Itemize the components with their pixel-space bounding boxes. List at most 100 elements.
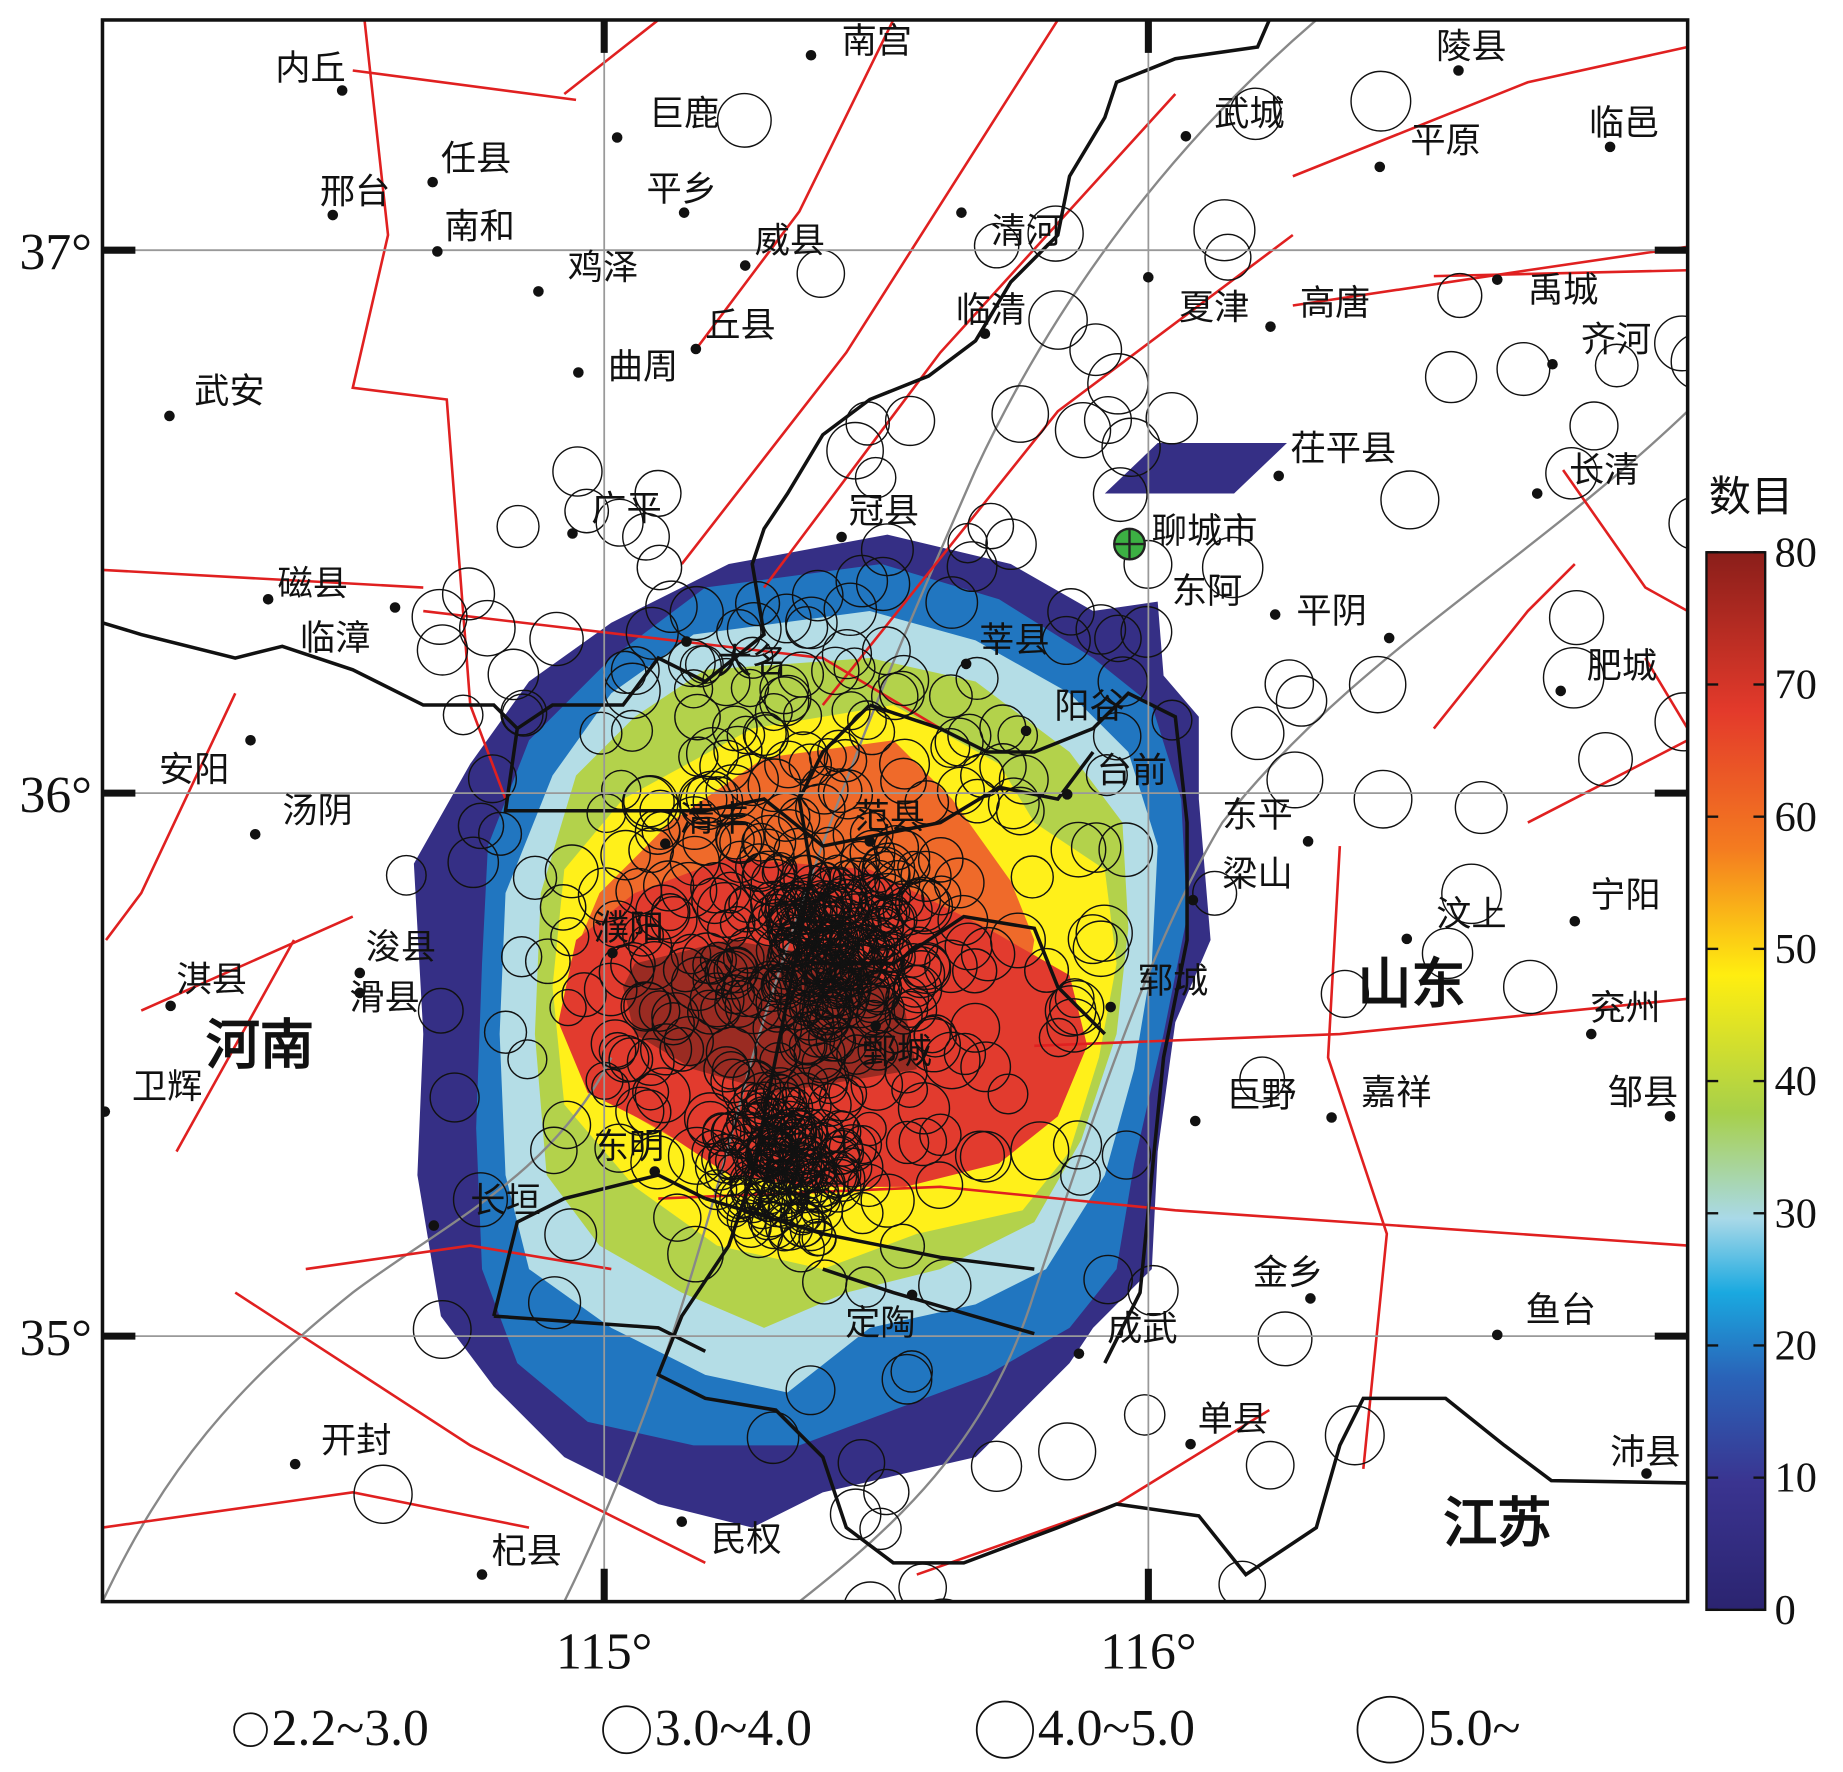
quake (970, 1440, 1023, 1492)
city-label: 沛县 (1610, 1433, 1681, 1472)
quake (719, 905, 756, 942)
city-label: 开封 (321, 1421, 392, 1460)
quake (452, 1172, 509, 1228)
quake (530, 1126, 578, 1175)
city-dot (864, 836, 876, 847)
city-dot (476, 1569, 488, 1580)
quake (784, 1199, 820, 1236)
quake (946, 541, 998, 593)
quake (844, 1581, 897, 1602)
quake (891, 1071, 929, 1109)
city-label: 肥城 (1587, 647, 1658, 686)
city-label: 茌平县 (1290, 430, 1396, 469)
city-dot (249, 829, 261, 840)
quake (814, 1165, 862, 1213)
quake (496, 504, 540, 549)
quake (699, 941, 738, 979)
city-label: 威县 (755, 222, 826, 261)
quake (544, 844, 599, 899)
quake (1070, 822, 1122, 873)
quake (807, 1056, 850, 1099)
quake (1668, 497, 1688, 549)
quake (1218, 1560, 1267, 1602)
quake (815, 950, 865, 1000)
quake (1594, 343, 1639, 388)
quake (733, 1208, 784, 1259)
quake (663, 1015, 714, 1067)
quake (1075, 604, 1127, 655)
quake (539, 884, 587, 931)
quake (1038, 1017, 1079, 1058)
quake (879, 1223, 926, 1269)
quake (1654, 692, 1688, 752)
quake (854, 456, 897, 499)
quake (742, 852, 780, 890)
quake (682, 816, 732, 866)
quake (930, 1598, 957, 1602)
city-dot (1020, 725, 1032, 737)
quake (686, 1100, 734, 1149)
quake (716, 946, 758, 988)
quake (771, 904, 825, 958)
quake (726, 715, 766, 755)
quake (639, 789, 682, 832)
city-dot (354, 967, 366, 979)
quake (728, 884, 767, 924)
quake (1010, 855, 1054, 899)
quake (898, 1563, 948, 1602)
quake (1789, 974, 1843, 1032)
quake (762, 852, 798, 887)
quake (995, 786, 1045, 836)
city-label: 邹县 (1608, 1074, 1679, 1113)
quake (1670, 335, 1688, 388)
city-label: 民权 (711, 1520, 781, 1559)
quake (1193, 199, 1256, 262)
quake (759, 676, 810, 727)
quake (947, 713, 992, 758)
quake (856, 959, 901, 1004)
legend-symbol (602, 1705, 651, 1755)
city-dot (956, 207, 967, 218)
quake (662, 947, 709, 993)
quake (651, 1002, 695, 1046)
quake (692, 776, 744, 827)
frame (100, 18, 1690, 1604)
city-label: 金乡 (1253, 1253, 1324, 1292)
quake (849, 811, 894, 856)
quake (745, 1081, 785, 1121)
quake (755, 928, 800, 973)
quake (1264, 659, 1315, 709)
quake (781, 1011, 836, 1066)
quake (1072, 920, 1130, 978)
quake (758, 1117, 794, 1153)
city-dot (432, 246, 443, 257)
quake (610, 709, 654, 752)
quake (719, 840, 762, 884)
quake (529, 611, 584, 667)
quake (849, 829, 896, 876)
province-label: 河南 (206, 1013, 314, 1076)
city-label: 定陶 (845, 1304, 916, 1343)
quake (785, 1365, 836, 1416)
quake (600, 829, 651, 881)
y-tick-label: 35° (20, 1310, 92, 1367)
city-dot (1569, 915, 1581, 927)
quake (766, 1147, 810, 1190)
city-label: 梁山 (1222, 855, 1293, 894)
quake (759, 664, 810, 715)
city-dot (262, 593, 274, 605)
quake (1230, 706, 1285, 761)
quake (987, 1073, 1029, 1115)
quake (458, 599, 516, 657)
quake (1545, 447, 1598, 500)
quake (721, 967, 771, 1018)
quake (625, 606, 679, 660)
quake (710, 1058, 756, 1104)
quake (902, 941, 951, 990)
legend-label: 2.2~3.0 (272, 1700, 429, 1757)
quake (1046, 998, 1101, 1053)
quake (979, 743, 1027, 791)
city-label: 宁阳 (1590, 876, 1661, 915)
city-dot (1555, 685, 1567, 697)
city-dot (1180, 131, 1192, 142)
